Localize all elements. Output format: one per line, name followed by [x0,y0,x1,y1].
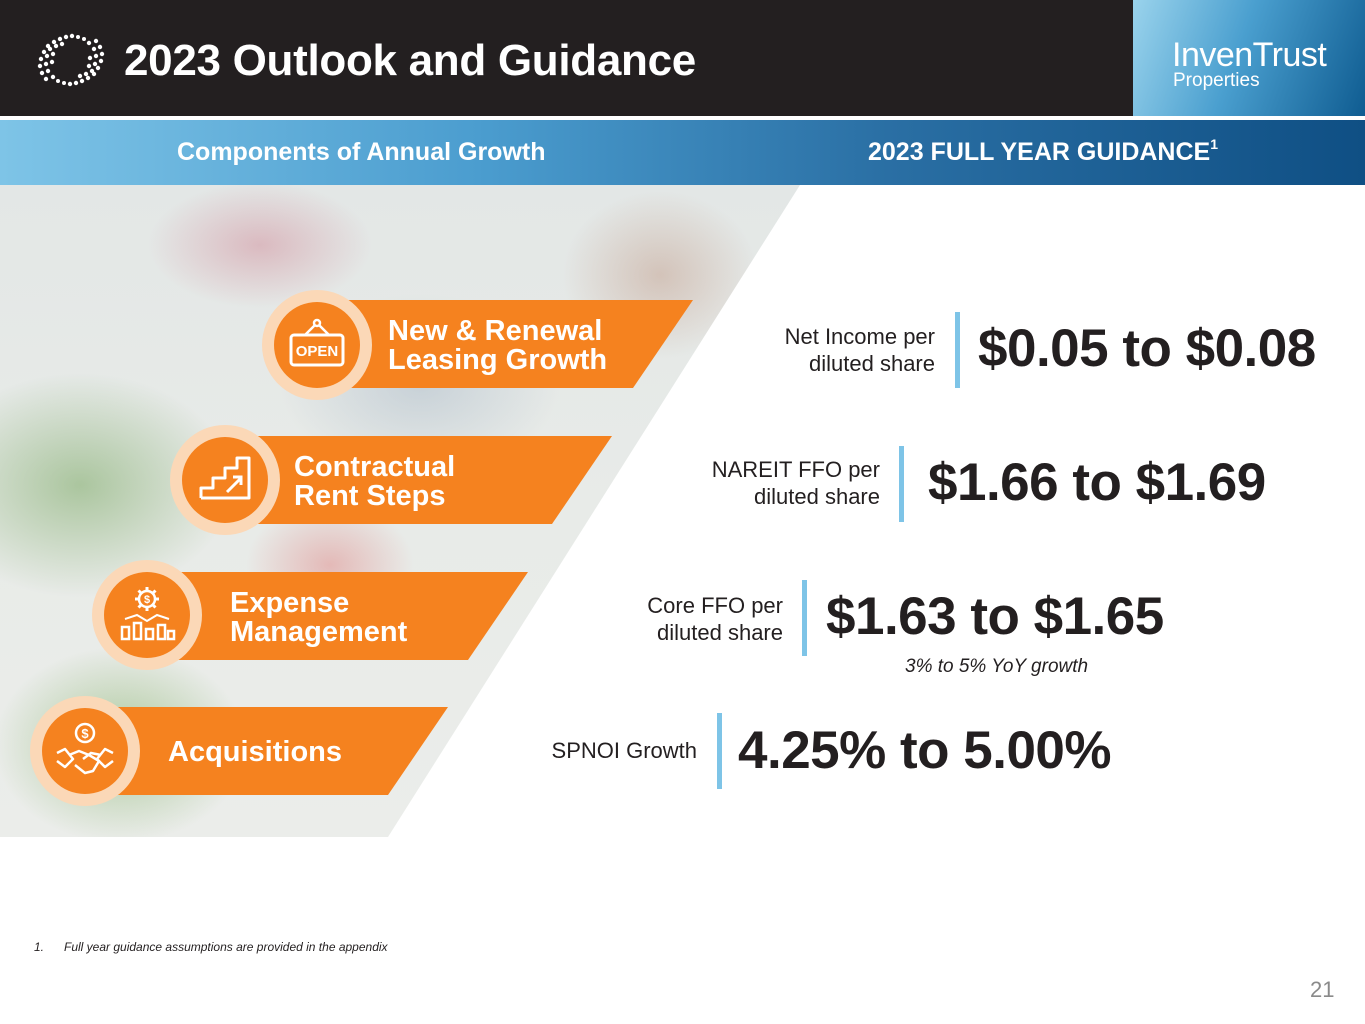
component-pill-rent-steps [228,436,612,524]
metric-divider [717,713,722,789]
component-label-line: Leasing Growth [388,344,608,376]
svg-text:$: $ [81,726,89,741]
brand-subtitle: Properties [1173,70,1260,91]
component-label-expense: Expense Management [230,589,407,647]
component-label-leasing: New & Renewal Leasing Growth [388,317,607,375]
metric-value-net-income: $0.05 to $0.08 [978,319,1316,378]
component-label-line: Rent Steps [294,480,446,512]
open-sign-text: OPEN [296,343,339,360]
metric-value-core-ffo: $1.63 to $1.65 [826,587,1164,646]
metric-label-spnoi: SPNOI Growth [551,738,697,763]
core-ffo-growth-note: 3% to 5% YoY growth [905,656,1089,677]
brand-name: InvenTrust [1172,36,1327,74]
component-pill-expense [148,572,528,660]
metric-label-nareit-ffo: NAREIT FFO per diluted share [712,456,880,510]
section-band [0,120,1365,185]
components-heading: Components of Annual Growth [177,138,546,166]
stairs-arrow-icon [199,456,251,500]
component-label-line: Management [230,616,408,648]
component-label-rent-steps: Contractual Rent Steps [294,453,455,511]
footnote-marker: 1 [1210,136,1219,152]
metric-label-line: diluted share [809,351,935,376]
footnote-number: 1. [34,940,45,954]
globe-logo-icon [37,33,105,87]
component-icon-badge: $ [30,696,140,806]
component-label-line: Contractual [294,451,456,483]
metric-label-line: Net Income per [784,324,935,349]
metric-value-nareit-ffo: $1.66 to $1.69 [928,453,1266,512]
handshake-dollar-icon: $ [56,722,114,775]
metric-label-line: diluted share [754,484,880,509]
component-label-acquisitions: Acquisitions [168,736,343,768]
component-icon-badge: $ [92,560,202,670]
svg-text:$: $ [144,594,150,606]
page-title: 2023 Outlook and Guidance [124,36,696,85]
metric-label-net-income: Net Income per diluted share [785,323,935,377]
component-pill-acquisitions [86,707,448,795]
brand-logo: InvenTrust Properties [1133,0,1365,116]
metric-label-core-ffo: Core FFO per diluted share [647,592,783,646]
component-icon-badge: OPEN [262,290,372,400]
footnote: 1. Full year guidance assumptions are pro… [34,940,388,954]
metric-label-line: diluted share [657,620,783,645]
component-label-line: New & Renewal [388,315,603,347]
metric-divider [955,312,960,388]
metric-label-line: Core FFO per [647,593,783,618]
guidance-heading-text: 2023 FULL YEAR GUIDANCE [868,138,1211,166]
metric-divider [899,446,904,522]
guidance-heading: 2023 FULL YEAR GUIDANCE1 [868,136,1219,167]
metric-value-spnoi: 4.25% to 5.00% [738,721,1112,780]
metric-divider [802,580,807,656]
footnote-text: Full year guidance assumptions are provi… [64,940,388,954]
gear-dollar-chart-icon: $ [120,587,176,641]
component-icon-badge [170,425,280,535]
component-label-line: Expense [230,587,350,619]
page-number: 21 [1310,977,1335,1002]
component-pill-leasing [318,300,693,388]
metric-label-line: NAREIT FFO per [711,457,880,482]
title-bar: 2023 Outlook and Guidance [0,0,1133,116]
open-sign-icon: OPEN [289,318,345,367]
